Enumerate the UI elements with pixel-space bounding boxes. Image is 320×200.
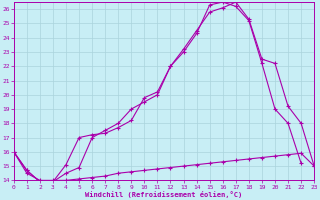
X-axis label: Windchill (Refroidissement éolien,°C): Windchill (Refroidissement éolien,°C) [85,191,243,198]
